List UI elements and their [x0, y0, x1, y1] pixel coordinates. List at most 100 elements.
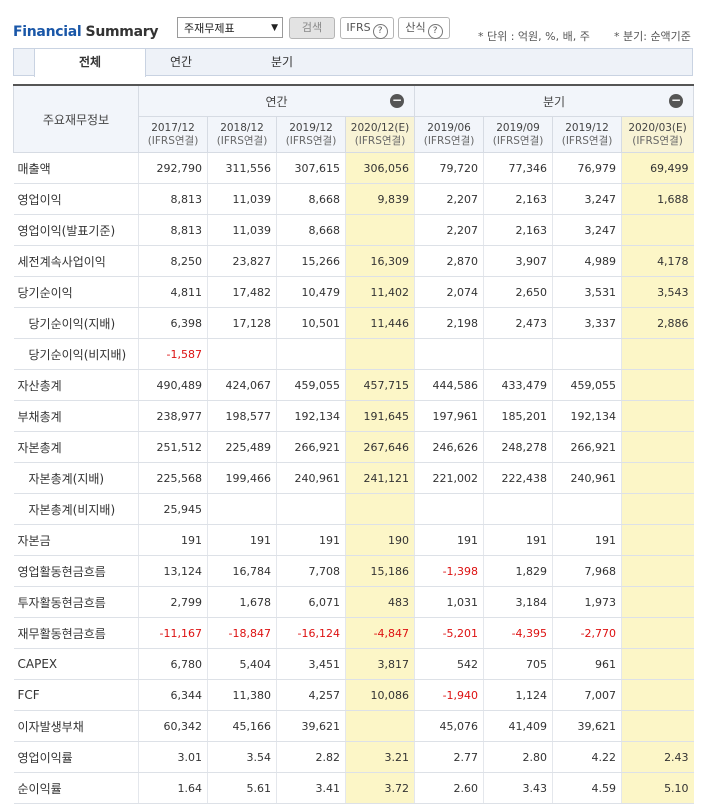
table-cell: -11,167: [138, 617, 208, 649]
row-label: 자산총계: [13, 369, 139, 401]
tab-annual[interactable]: 연간: [169, 55, 193, 69]
collapse-quarter-icon[interactable]: −: [669, 93, 684, 108]
tab-all[interactable]: 전체: [34, 49, 146, 77]
column-basis: (IFRS연결): [285, 134, 337, 147]
table-cell: -5,201: [414, 617, 484, 649]
table-cell: 307,615: [276, 152, 346, 184]
table-row: 당기순이익(지배) 6,398 17,128 10,501 11,446 2,198 2,4…: [13, 307, 694, 339]
table-cell: 7,708: [276, 555, 346, 587]
row-label: 부채총계: [13, 400, 139, 432]
table-cell: 5,404: [207, 648, 277, 680]
table-cell: 292,790: [138, 152, 208, 184]
group-annual-label: 연간: [265, 94, 288, 109]
row-label: 재무활동현금흐름: [13, 617, 139, 649]
row-label: CAPEX: [13, 648, 139, 680]
table-cell: 3,531: [552, 276, 622, 308]
table-cell: 2,473: [483, 307, 553, 339]
table-cell: 2,074: [414, 276, 484, 308]
table-row: 부채총계 238,977 198,577 192,134 191,645 197,961 1…: [13, 400, 694, 432]
table-cell: 8,668: [276, 183, 346, 215]
row-label: 자본총계: [13, 431, 139, 463]
table-row: 자본총계(지배) 225,568 199,466 240,961 241,121 221,…: [13, 462, 694, 494]
table-cell: -4,395: [483, 617, 553, 649]
formula-button[interactable]: 산식?: [398, 17, 450, 39]
ifrs-label: IFRS: [346, 21, 371, 34]
table-cell: 23,827: [207, 245, 277, 277]
table-cell: 60,342: [138, 710, 208, 742]
group-quarter-label: 분기: [543, 94, 566, 109]
table-cell: 241,121: [344, 462, 415, 494]
table-row: 당기순이익(비지배) -1,587: [13, 338, 694, 370]
column-basis: (IFRS연결): [216, 134, 268, 147]
tab-quarter[interactable]: 분기: [270, 55, 294, 69]
column-header-row: 2017/12 (IFRS연결) 2018/12 (IFRS연결) 2019/12 (IF…: [14, 116, 695, 153]
table-cell: 191: [552, 524, 622, 556]
table-cell: 2,799: [138, 586, 208, 618]
row-label: FCF: [13, 679, 139, 711]
table-cell: 5.10: [621, 772, 694, 804]
collapse-annual-icon[interactable]: −: [390, 93, 405, 108]
table-row: 영업활동현금흐름 13,124 16,784 7,708 15,186 -1,398 1,8…: [13, 555, 694, 587]
table-cell: 6,344: [138, 679, 208, 711]
table-cell: 3,543: [621, 276, 694, 308]
table-cell: [621, 555, 694, 587]
table-cell: 17,128: [207, 307, 277, 339]
row-label: 자본총계(비지배): [13, 493, 139, 525]
table-cell: 191: [414, 524, 484, 556]
table-cell: 457,715: [344, 369, 415, 401]
table-cell: [621, 617, 694, 649]
table-cell: 198,577: [207, 400, 277, 432]
table-cell: 10,501: [276, 307, 346, 339]
table-cell: 2,163: [483, 183, 553, 215]
table-cell: 16,784: [207, 555, 277, 587]
table-cell: [344, 338, 415, 370]
table-cell: -2,770: [552, 617, 622, 649]
table-row: 영업이익 8,813 11,039 8,668 9,839 2,207 2,163 3,247…: [13, 183, 694, 215]
row-label: 투자활동현금흐름: [13, 586, 139, 618]
table-cell: 7,007: [552, 679, 622, 711]
table-cell: 444,586: [414, 369, 484, 401]
table-cell: 8,813: [138, 214, 208, 246]
table-cell: 11,402: [344, 276, 415, 308]
table-cell: 267,646: [344, 431, 415, 463]
table-cell: 459,055: [276, 369, 346, 401]
table-body: 매출액 292,790 311,556 307,615 306,056 79,720 77,…: [13, 152, 694, 804]
column-basis: (IFRS연결): [147, 134, 199, 147]
table-cell: 240,961: [552, 462, 622, 494]
table-cell: -1,587: [138, 338, 208, 370]
quarter-basis-note: * 분기: 순액기준: [614, 30, 691, 43]
table-cell: 3,817: [344, 648, 415, 680]
table-cell: 3.72: [344, 772, 415, 804]
table-cell: 459,055: [552, 369, 622, 401]
table-cell: 266,921: [276, 431, 346, 463]
table-cell: 433,479: [483, 369, 553, 401]
statement-type-select[interactable]: 주재무제표 ▼: [177, 17, 283, 38]
row-label: 당기순이익(비지배): [13, 338, 139, 370]
table-cell: 1,678: [207, 586, 277, 618]
table-cell: 11,446: [344, 307, 415, 339]
table-cell: 2,870: [414, 245, 484, 277]
table-cell: 191: [276, 524, 346, 556]
table-row: 자본총계 251,512 225,489 266,921 267,646 246,626 2…: [13, 431, 694, 463]
row-label: 당기순이익: [13, 276, 139, 308]
column-basis: (IFRS연결): [423, 134, 475, 147]
table-cell: 490,489: [138, 369, 208, 401]
table-cell: 222,438: [483, 462, 553, 494]
ifrs-button[interactable]: IFRS?: [340, 17, 394, 39]
column-period: 2020/03(E): [628, 121, 687, 134]
table-cell: [621, 462, 694, 494]
table-cell: 11,039: [207, 214, 277, 246]
table-cell: [344, 214, 415, 246]
column-period: 2019/09: [496, 121, 540, 134]
row-label: 영업활동현금흐름: [13, 555, 139, 587]
table-cell: 240,961: [276, 462, 346, 494]
table-cell: 3,247: [552, 183, 622, 215]
table-cell: 2.80: [483, 741, 553, 773]
table-cell: 77,346: [483, 152, 553, 184]
table-cell: [552, 338, 622, 370]
table-cell: 3.54: [207, 741, 277, 773]
column-header: 2020/12(E) (IFRS연결): [344, 116, 416, 153]
table-row: 자산총계 490,489 424,067 459,055 457,715 444,586 4…: [13, 369, 694, 401]
column-header: 2017/12 (IFRS연결): [138, 116, 208, 153]
search-button[interactable]: 검색: [289, 17, 335, 39]
